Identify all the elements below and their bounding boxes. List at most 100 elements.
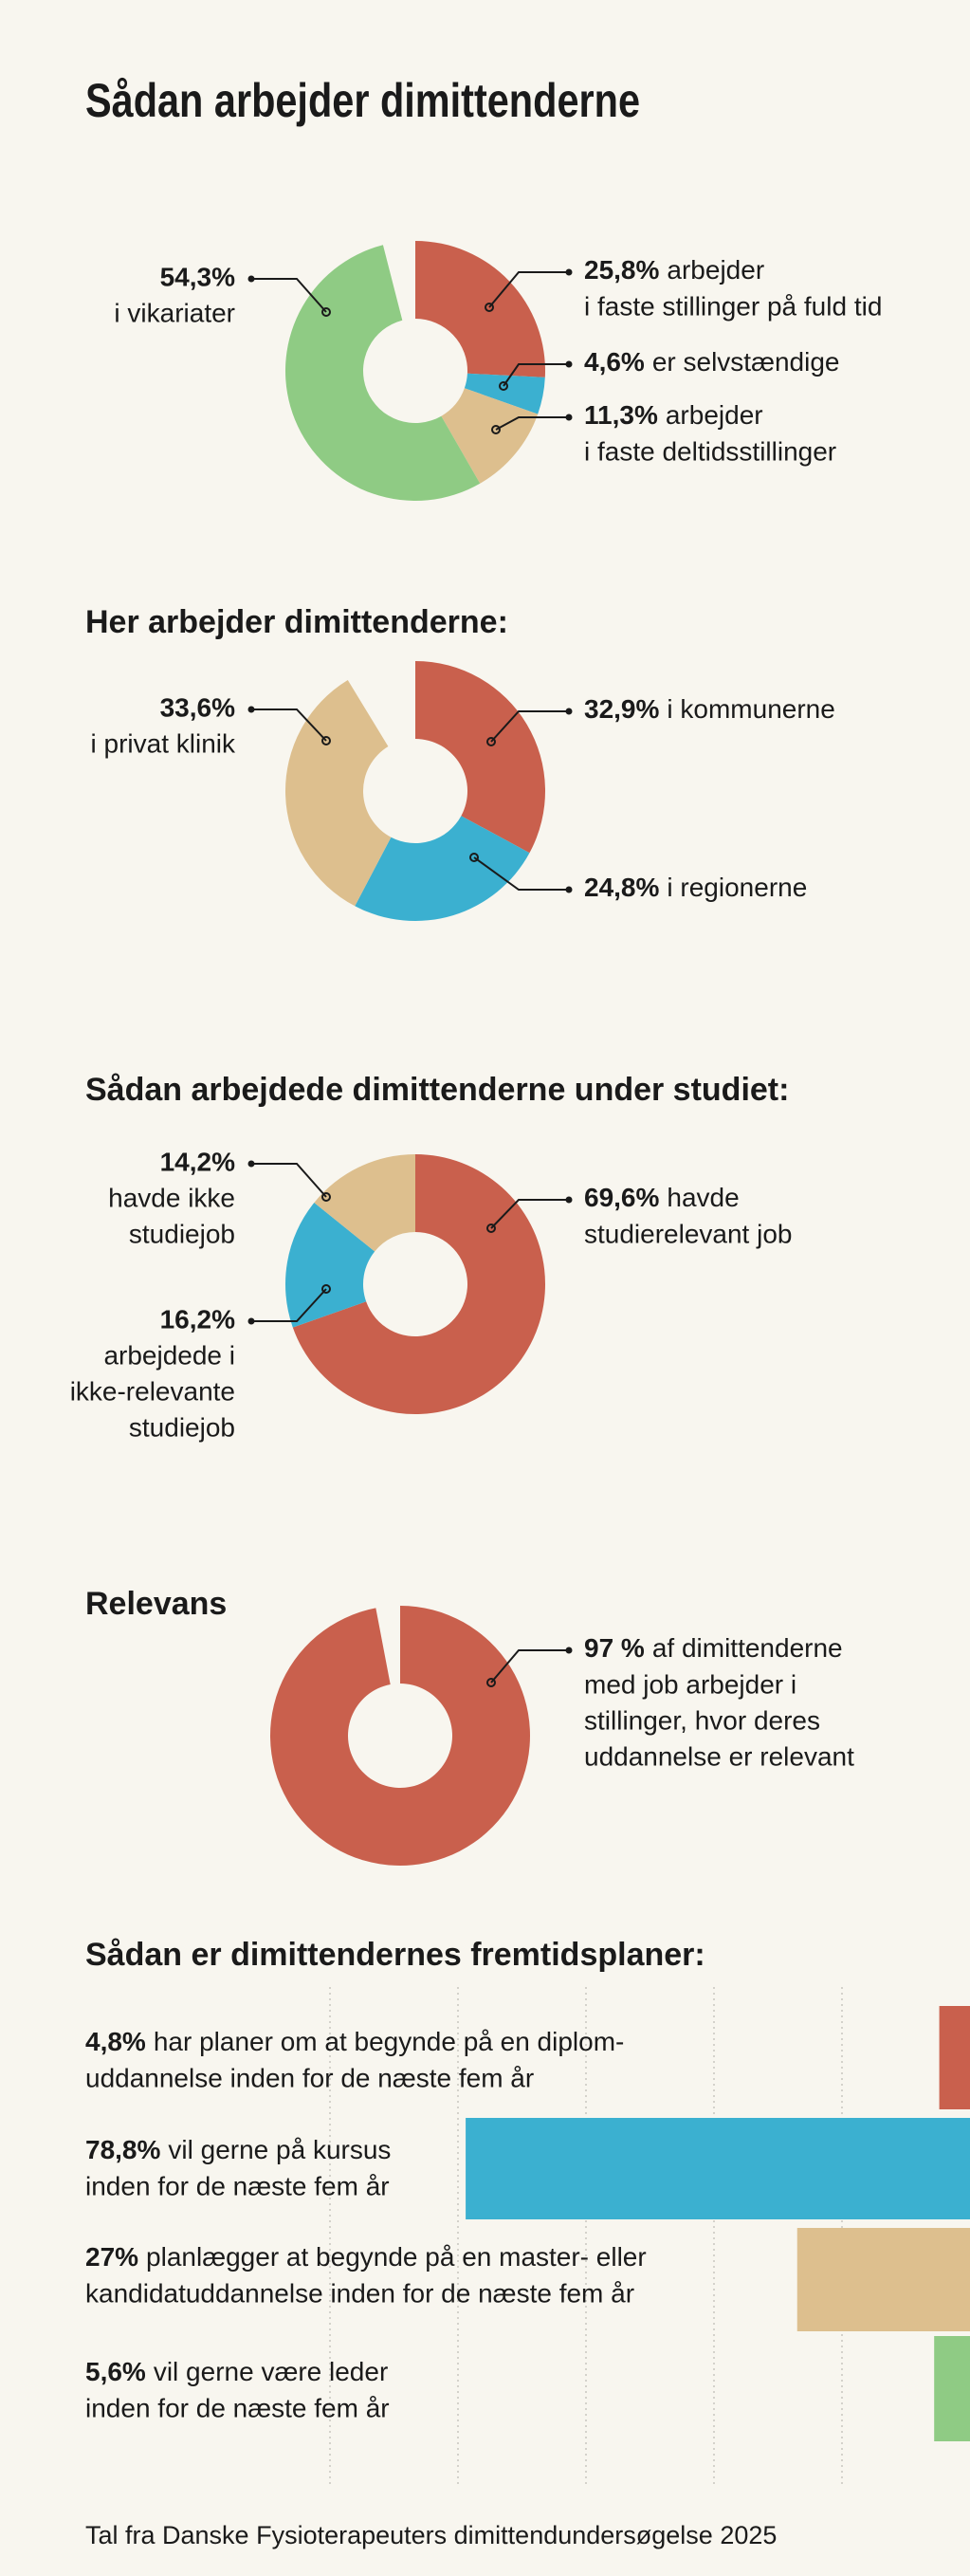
category-label: inden for de næste fem år [85,2171,390,2200]
leader-dot [321,736,331,745]
category-label: studiejob [129,1412,235,1442]
category-label: studierelevant job [584,1219,792,1248]
donut-segment [415,661,545,854]
value-label: 24,8% [584,873,659,902]
leader-dot [565,414,573,421]
value-label: 14,2% [160,1147,235,1176]
value-label: 4,6% [584,347,645,377]
segment-label: 25,8% arbejder [584,255,764,285]
leader-line [251,278,327,313]
category-label: arbejder [666,400,763,430]
segment-label: 24,8% i regionerne [584,873,807,902]
segment-label: 4,6% er selvstændige [584,347,839,377]
value-label: 97 % [584,1633,645,1663]
segment-label: 11,3% arbejder [584,400,763,430]
leader-line [473,856,569,891]
category-label: i vikariater [114,298,235,327]
category-label: arbejder [667,255,764,285]
leader-dot [486,737,496,746]
category-label: havde [667,1183,739,1212]
section-title: Sådan er dimittendernes fremtidsplaner: [85,1937,705,1973]
leader-dot [469,853,479,862]
leader-dot [499,381,508,391]
category-label: stillinger, hvor deres [584,1705,820,1735]
bar-label: 27% planlægger at begynde på en master- e… [85,2242,647,2272]
leader-dot [321,1284,331,1294]
bar-label: 5,6% vil gerne være leder [85,2357,388,2386]
category-label: arbejdede i [103,1340,235,1370]
leader-dot [491,425,501,434]
source: Tal fra Danske Fysioterapeuters dimitten… [85,2521,777,2549]
category-label: i regionerne [667,873,807,902]
category-label: planlægger at begynde på en master- elle… [146,2242,647,2272]
leader-dot [321,1192,331,1202]
donut-segment [355,816,530,921]
leader-line [495,416,569,431]
leader-line [490,710,569,743]
bar-label: 78,8% vil gerne på kursus [85,2135,391,2164]
category-label: studiejob [129,1219,235,1248]
leader-dot [565,708,573,715]
value-label: 5,6% [85,2357,146,2386]
value-label: 33,6% [160,692,235,722]
leader-dot [565,1647,573,1654]
donut-segment [285,1203,375,1328]
category-label: ikke-relevante [70,1376,235,1406]
donut-segment [285,679,392,907]
leader-dot [565,1196,573,1204]
category-label: i kommunerne [667,694,834,724]
category-label: har planer om at begynde på en diplom- [154,2027,625,2056]
leader-line [251,1163,327,1198]
bar-label: 4,8% har planer om at begynde på en diplo… [85,2027,624,2056]
leader-dot [247,706,255,713]
donut-segment [285,245,481,501]
donut-segment [269,1606,530,1866]
category-label: i faste stillinger på fuld tid [584,291,882,321]
category-label: havde ikke [108,1183,235,1212]
donut-segment [415,241,545,377]
value-label: 69,6% [584,1183,659,1212]
bar [466,2118,970,2219]
leader-dot [247,1160,255,1168]
bar [934,2336,970,2441]
leader-dot [565,360,573,368]
category-label: i privat klinik [91,728,236,758]
leader-line [251,1288,327,1322]
value-label: 32,9% [584,694,659,724]
category-label: uddannelse inden for de næste fem år [85,2063,534,2092]
donut-segment [464,373,545,414]
page-title: Sådan arbejder dimittenderne [85,74,640,127]
leader-line [503,363,569,387]
value-label: 4,8% [85,2027,146,2056]
leader-line [488,271,569,308]
category-label: inden for de næste fem år [85,2393,390,2422]
leader-line [251,708,327,742]
section-title: Sådan arbejdede dimittenderne under stud… [85,1072,789,1108]
leader-dot [565,268,573,276]
leader-dot [486,1678,496,1687]
value-label: 27% [85,2242,138,2272]
segment-label: 97 % af dimittenderne [584,1633,843,1663]
donut-segment [441,388,539,484]
leader-dot [485,303,494,312]
bar [939,2006,970,2109]
category-label: af dimittenderne [652,1633,843,1663]
leader-dot [565,886,573,893]
bar [796,2228,970,2331]
segment-label: 69,6% havde [584,1183,740,1212]
leader-dot [486,1224,496,1233]
value-label: 54,3% [160,262,235,291]
section-title: Her arbejder dimittenderne: [85,604,508,640]
leader-line [490,1199,569,1229]
category-label: er selvstændige [652,347,840,377]
category-label: med job arbejder i [584,1669,796,1699]
section-title: Relevans [85,1586,227,1622]
donut-segment [292,1154,545,1415]
category-label: i faste deltidsstillinger [584,436,836,466]
leader-dot [247,1317,255,1325]
category-label: vil gerne på kursus [168,2135,391,2164]
donut-segment [314,1154,415,1252]
segment-label: 32,9% i kommunerne [584,694,835,724]
